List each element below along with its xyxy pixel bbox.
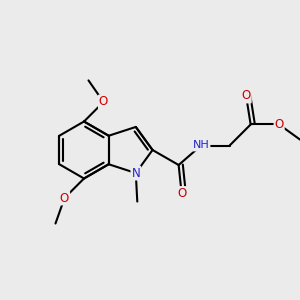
Text: NH: NH bbox=[193, 140, 209, 151]
Text: O: O bbox=[99, 95, 108, 109]
Text: N: N bbox=[131, 167, 140, 180]
Text: O: O bbox=[274, 118, 284, 131]
Text: O: O bbox=[242, 89, 251, 103]
Text: O: O bbox=[60, 191, 69, 205]
Text: O: O bbox=[177, 187, 186, 200]
